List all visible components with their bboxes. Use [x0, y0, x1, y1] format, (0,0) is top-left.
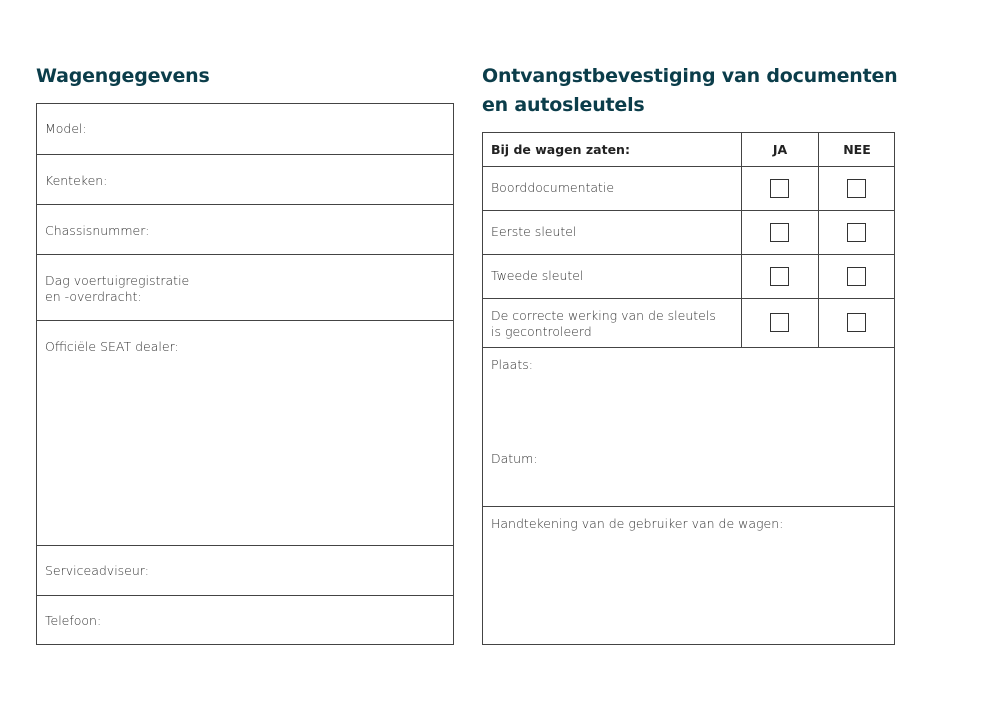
field-service-advisor[interactable]: Serviceadviseur:: [37, 545, 453, 595]
vehicle-data-title: Wagengegevens: [36, 65, 210, 87]
signature-label: Handtekening van de gebruiker van de wag…: [491, 516, 784, 531]
checkbox-no[interactable]: [847, 179, 866, 198]
field-license-plate[interactable]: Kenteken:: [37, 154, 453, 204]
field-phone[interactable]: Telefoon:: [37, 595, 453, 645]
checkbox-no[interactable]: [847, 267, 866, 286]
field-official-dealer[interactable]: Officiële SEAT dealer:: [37, 320, 453, 545]
field-label: Chassisnummer:: [45, 223, 150, 238]
field-label: Telefoon:: [45, 613, 102, 628]
checkbox-yes[interactable]: [770, 179, 789, 198]
checkbox-no[interactable]: [847, 313, 866, 332]
item-label: Eerste sleutel: [491, 224, 577, 239]
field-label: Dag voertuigregistratie en -overdracht:: [45, 273, 190, 304]
place-date-field[interactable]: Plaats: Datum:: [483, 347, 894, 506]
table-row: Boorddocumentatie: [483, 166, 894, 210]
field-label: Officiële SEAT dealer:: [45, 339, 179, 354]
table-row: Tweede sleutel: [483, 254, 894, 298]
date-label: Datum:: [491, 451, 538, 466]
field-label: Model:: [45, 121, 87, 136]
vehicle-data-table: Model: Kenteken: Chassisnummer: Dag voer…: [36, 103, 454, 645]
column-divider: [741, 133, 742, 347]
item-label: Boorddocumentatie: [491, 180, 615, 195]
header-yes: JA: [772, 142, 788, 157]
field-label: Serviceadviseur:: [45, 563, 149, 578]
receipt-table: Bij de wagen zaten: JA NEE Boorddocument…: [482, 132, 895, 645]
signature-field[interactable]: Handtekening van de gebruiker van de wag…: [483, 506, 894, 644]
header-item-label: Bij de wagen zaten:: [491, 142, 630, 157]
place-label: Plaats:: [491, 357, 533, 372]
item-label: De correcte werking van de sleutels is g…: [491, 308, 716, 339]
field-label: Kenteken:: [45, 173, 108, 188]
receipt-title: Ontvangstbevestiging van documenten en a…: [482, 65, 898, 116]
checkbox-no[interactable]: [847, 223, 866, 242]
field-registration-date[interactable]: Dag voertuigregistratie en -overdracht:: [37, 254, 453, 320]
column-divider: [818, 133, 819, 347]
table-header: Bij de wagen zaten: JA NEE: [483, 133, 894, 166]
field-model[interactable]: Model:: [37, 104, 453, 154]
table-row: De correcte werking van de sleutels is g…: [483, 298, 894, 347]
field-chassis-number[interactable]: Chassisnummer:: [37, 204, 453, 254]
checkbox-yes[interactable]: [770, 267, 789, 286]
header-no: NEE: [843, 142, 871, 157]
table-row: Eerste sleutel: [483, 210, 894, 254]
checkbox-yes[interactable]: [770, 223, 789, 242]
checkbox-yes[interactable]: [770, 313, 789, 332]
item-label: Tweede sleutel: [491, 268, 584, 283]
